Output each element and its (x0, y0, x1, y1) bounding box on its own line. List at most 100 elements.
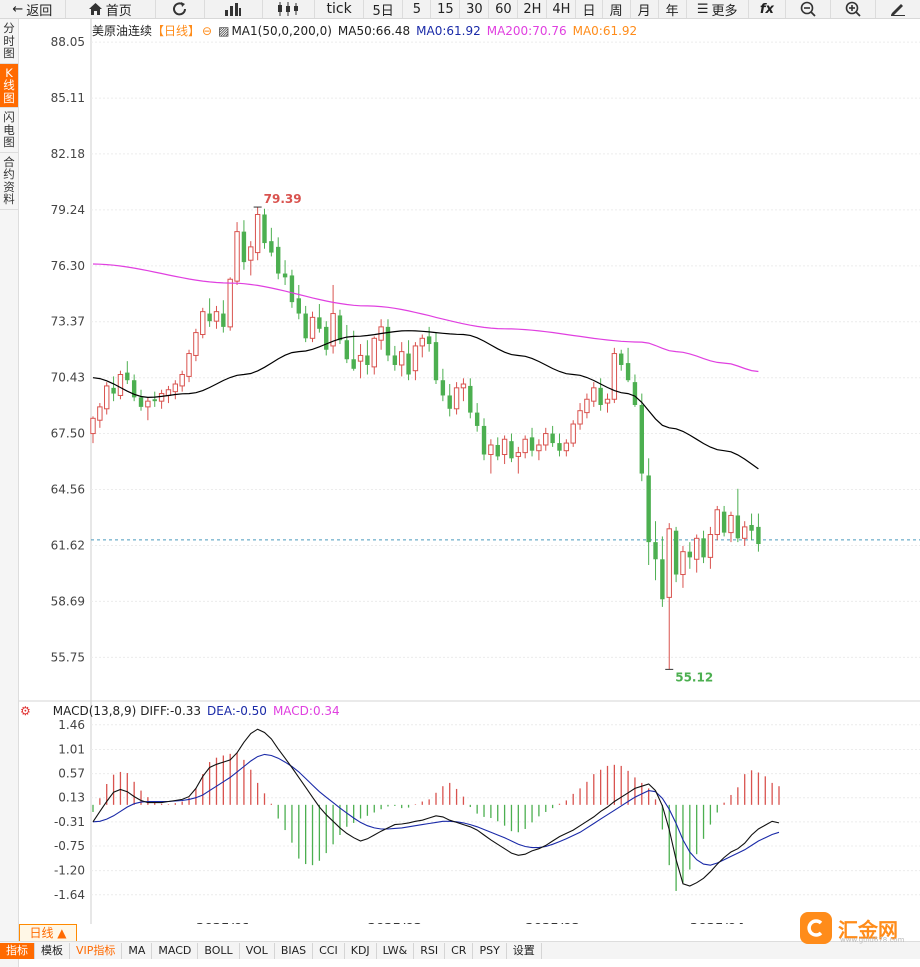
period-day[interactable]: 日 (576, 0, 603, 19)
price-chart-area[interactable]: 88.05 85.11 82.18 79.24 76.30 73.37 70.43 67.50… (19, 19, 920, 924)
pen-icon (891, 4, 906, 16)
logo-mark-icon (800, 912, 832, 944)
candle-body-down (598, 387, 603, 405)
tab-vol[interactable]: VOL (240, 942, 275, 959)
candle-body-up (714, 509, 720, 536)
candle-body-up (254, 213, 261, 254)
tab-kline[interactable]: K线图 (0, 63, 18, 108)
candle-body-up (666, 528, 672, 598)
candle-body-up (680, 551, 686, 576)
draw-tool-button[interactable] (876, 0, 920, 18)
tab-vip-indicators[interactable]: VIP指标 (70, 942, 123, 959)
formula-icon: fx (759, 1, 774, 17)
more-button[interactable]: ☰ 更多 (687, 0, 749, 19)
tab-cci[interactable]: CCI (313, 942, 345, 959)
candle-body-up (693, 537, 700, 560)
tab-templates[interactable]: 模板 (35, 942, 70, 959)
candle-body-down (344, 340, 350, 360)
menu-icon: ☰ (696, 1, 709, 17)
tab-kdj[interactable]: KDJ (345, 942, 377, 959)
candle-body-up (200, 311, 206, 335)
candle-body-up (186, 353, 192, 377)
candle-body-down (337, 315, 343, 341)
candle-body-down (392, 355, 398, 365)
tab-settings[interactable]: 设置 (507, 942, 542, 959)
candle-body-up (97, 406, 103, 421)
tab-lw[interactable]: LW& (377, 942, 415, 959)
tab-ma[interactable]: MA (122, 942, 153, 959)
candle-body-up (536, 444, 542, 452)
tab-contract-info[interactable]: 合约资料 (0, 153, 18, 210)
candle-body-down (433, 342, 439, 381)
candle-body-up (707, 534, 714, 558)
period-5day[interactable]: 5日 (364, 0, 404, 19)
diff-label: DIFF:-0.33 (140, 704, 202, 718)
candle-body-up (165, 389, 172, 396)
candle-body-up (591, 387, 597, 402)
tab-bias[interactable]: BIAS (275, 942, 314, 959)
date-x-axis: 2025/01 2025/02 2025/03 2025/04 (196, 921, 744, 924)
candle-body-up (604, 398, 611, 404)
zoom-in-button[interactable] (831, 0, 877, 18)
candle-body-up (330, 313, 336, 347)
date-tick-label: 2025/01 (196, 921, 250, 924)
macd-tick-label: -0.31 (54, 815, 85, 829)
period-4h[interactable]: 4H (547, 0, 577, 18)
tab-indicators[interactable]: 指标 (0, 942, 35, 959)
candle-body-down (324, 326, 329, 350)
candle-body-down (365, 355, 370, 365)
diff-line (92, 728, 780, 887)
tab-cr[interactable]: CR (445, 942, 474, 959)
macd-settings-icon[interactable]: ⚙ (20, 704, 31, 718)
indicator-tab-bar: 指标 模板 VIP指标 MA MACD BOLL VOL BIAS CCI KD… (0, 941, 920, 959)
tab-rsi[interactable]: RSI (414, 942, 446, 959)
candle-body-up (399, 351, 405, 366)
tab-boll[interactable]: BOLL (198, 942, 240, 959)
formula-button[interactable]: fx (749, 0, 787, 18)
period-15min[interactable]: 15 (431, 0, 461, 18)
candle-chart-button[interactable] (205, 0, 263, 18)
refresh-button[interactable] (156, 0, 205, 18)
candle-body-down (207, 313, 212, 322)
tab-macd[interactable]: MACD (152, 942, 199, 959)
candle-body-down (241, 231, 247, 263)
zoom-out-button[interactable] (786, 0, 832, 18)
candle-body-down (282, 273, 288, 278)
candle-body-down (131, 380, 137, 398)
home-button[interactable]: 首页 (66, 0, 156, 19)
tab-intraday[interactable]: 分时图 (0, 19, 18, 64)
candle-body-down (138, 397, 144, 407)
candle-body-down (625, 363, 631, 381)
candle-body-down (557, 443, 562, 451)
collapse-icon[interactable]: ⊖ (202, 24, 213, 38)
chart-grid (19, 19, 920, 924)
candle-body-up (158, 393, 165, 402)
candle-body-up (248, 246, 254, 261)
candle-body-up (611, 353, 618, 400)
candle-body-down (296, 298, 301, 314)
candle-body-up (728, 514, 734, 534)
tab-flash[interactable]: 闪电图 (0, 108, 18, 153)
period-5min[interactable]: 5 (403, 0, 432, 18)
tick-button[interactable]: tick (315, 0, 364, 18)
period-2h[interactable]: 2H (518, 0, 548, 18)
candle-body-up (117, 374, 124, 396)
candle-body-down (646, 475, 651, 543)
candle-body-up (371, 337, 377, 368)
candlestick-style-button[interactable] (263, 0, 316, 18)
period-week[interactable]: 周 (603, 0, 631, 19)
period-month[interactable]: 月 (631, 0, 659, 19)
symbol-name: 美原油连续 (92, 24, 153, 38)
period-60min[interactable]: 60 (489, 0, 519, 18)
candle-body-down (721, 511, 727, 533)
candle-body-up (570, 423, 576, 444)
ma200-label: MA200:70.76 (486, 24, 567, 38)
period-year[interactable]: 年 (659, 0, 687, 19)
tab-psy[interactable]: PSY (473, 942, 507, 959)
period-select-button[interactable]: 日线 ▲ (19, 924, 77, 943)
logo-url: www.gold678.com (840, 936, 905, 944)
back-button[interactable]: ← 返回 (0, 0, 66, 19)
macd-tick-label: -1.20 (54, 864, 85, 878)
period-30min[interactable]: 30 (460, 0, 490, 18)
back-arrow-icon: ← (12, 1, 24, 17)
